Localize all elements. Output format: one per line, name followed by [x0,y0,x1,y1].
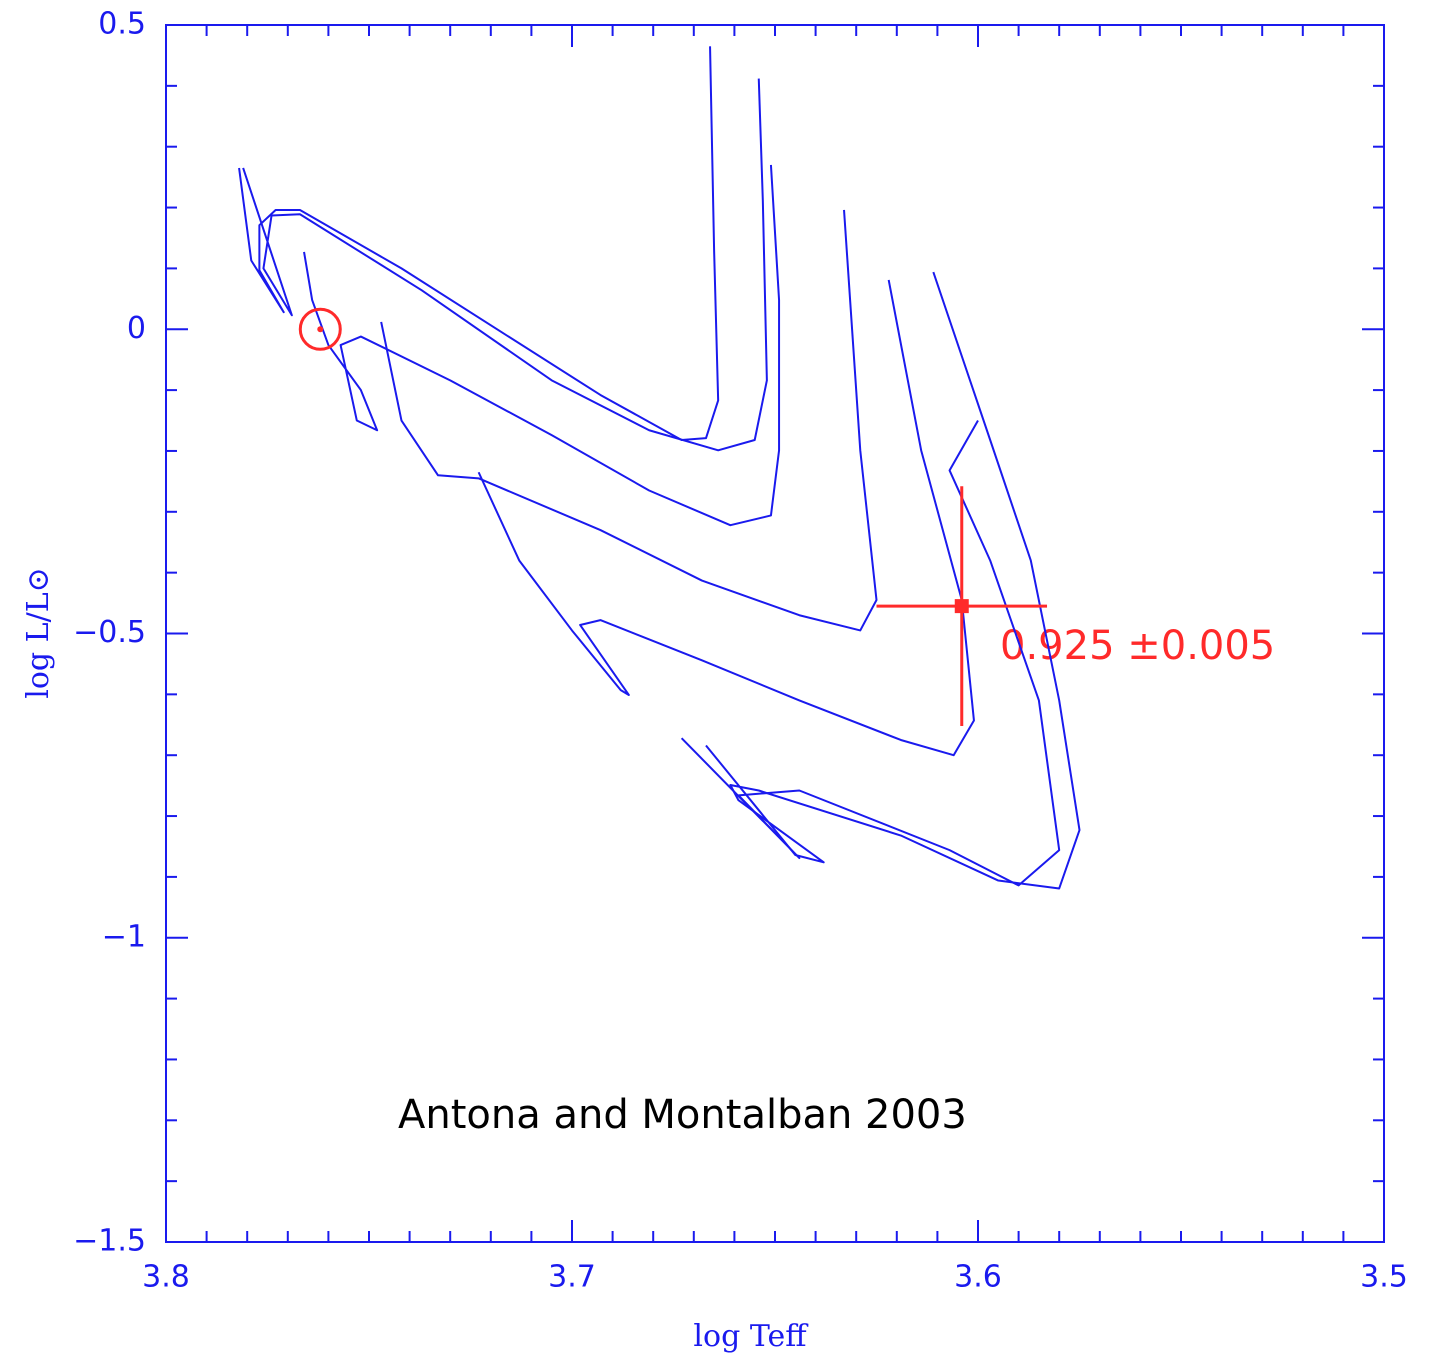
y-tick-label: 0.5 [98,7,146,42]
track-line [705,271,1081,890]
data-point [954,599,969,614]
x-tick-label: 3.8 [142,1260,190,1295]
x-tick-label: 3.5 [1360,1260,1408,1295]
track-line [242,78,768,452]
track-line [238,46,720,441]
track-line [380,209,878,632]
y-axis-label: log L/L⊙ [21,567,56,698]
annotation: 0.925 ±0.005 [1000,623,1275,669]
track-line [680,420,1061,887]
y-tick-label: −1 [102,919,146,954]
x-tick-label: 3.7 [548,1260,596,1295]
y-tick-label: −0.5 [73,615,146,650]
sun-dot [317,326,324,333]
track-line [477,279,975,757]
x-tick-label: 3.6 [954,1260,1002,1295]
sun-marker [298,307,342,351]
track-line [303,164,781,527]
annotation: Antona and Montalban 2003 [398,1092,967,1138]
x-axis-label: log Teff [693,1319,809,1354]
y-tick-label: −1.5 [73,1224,146,1259]
y-tick-label: 0 [127,311,146,346]
